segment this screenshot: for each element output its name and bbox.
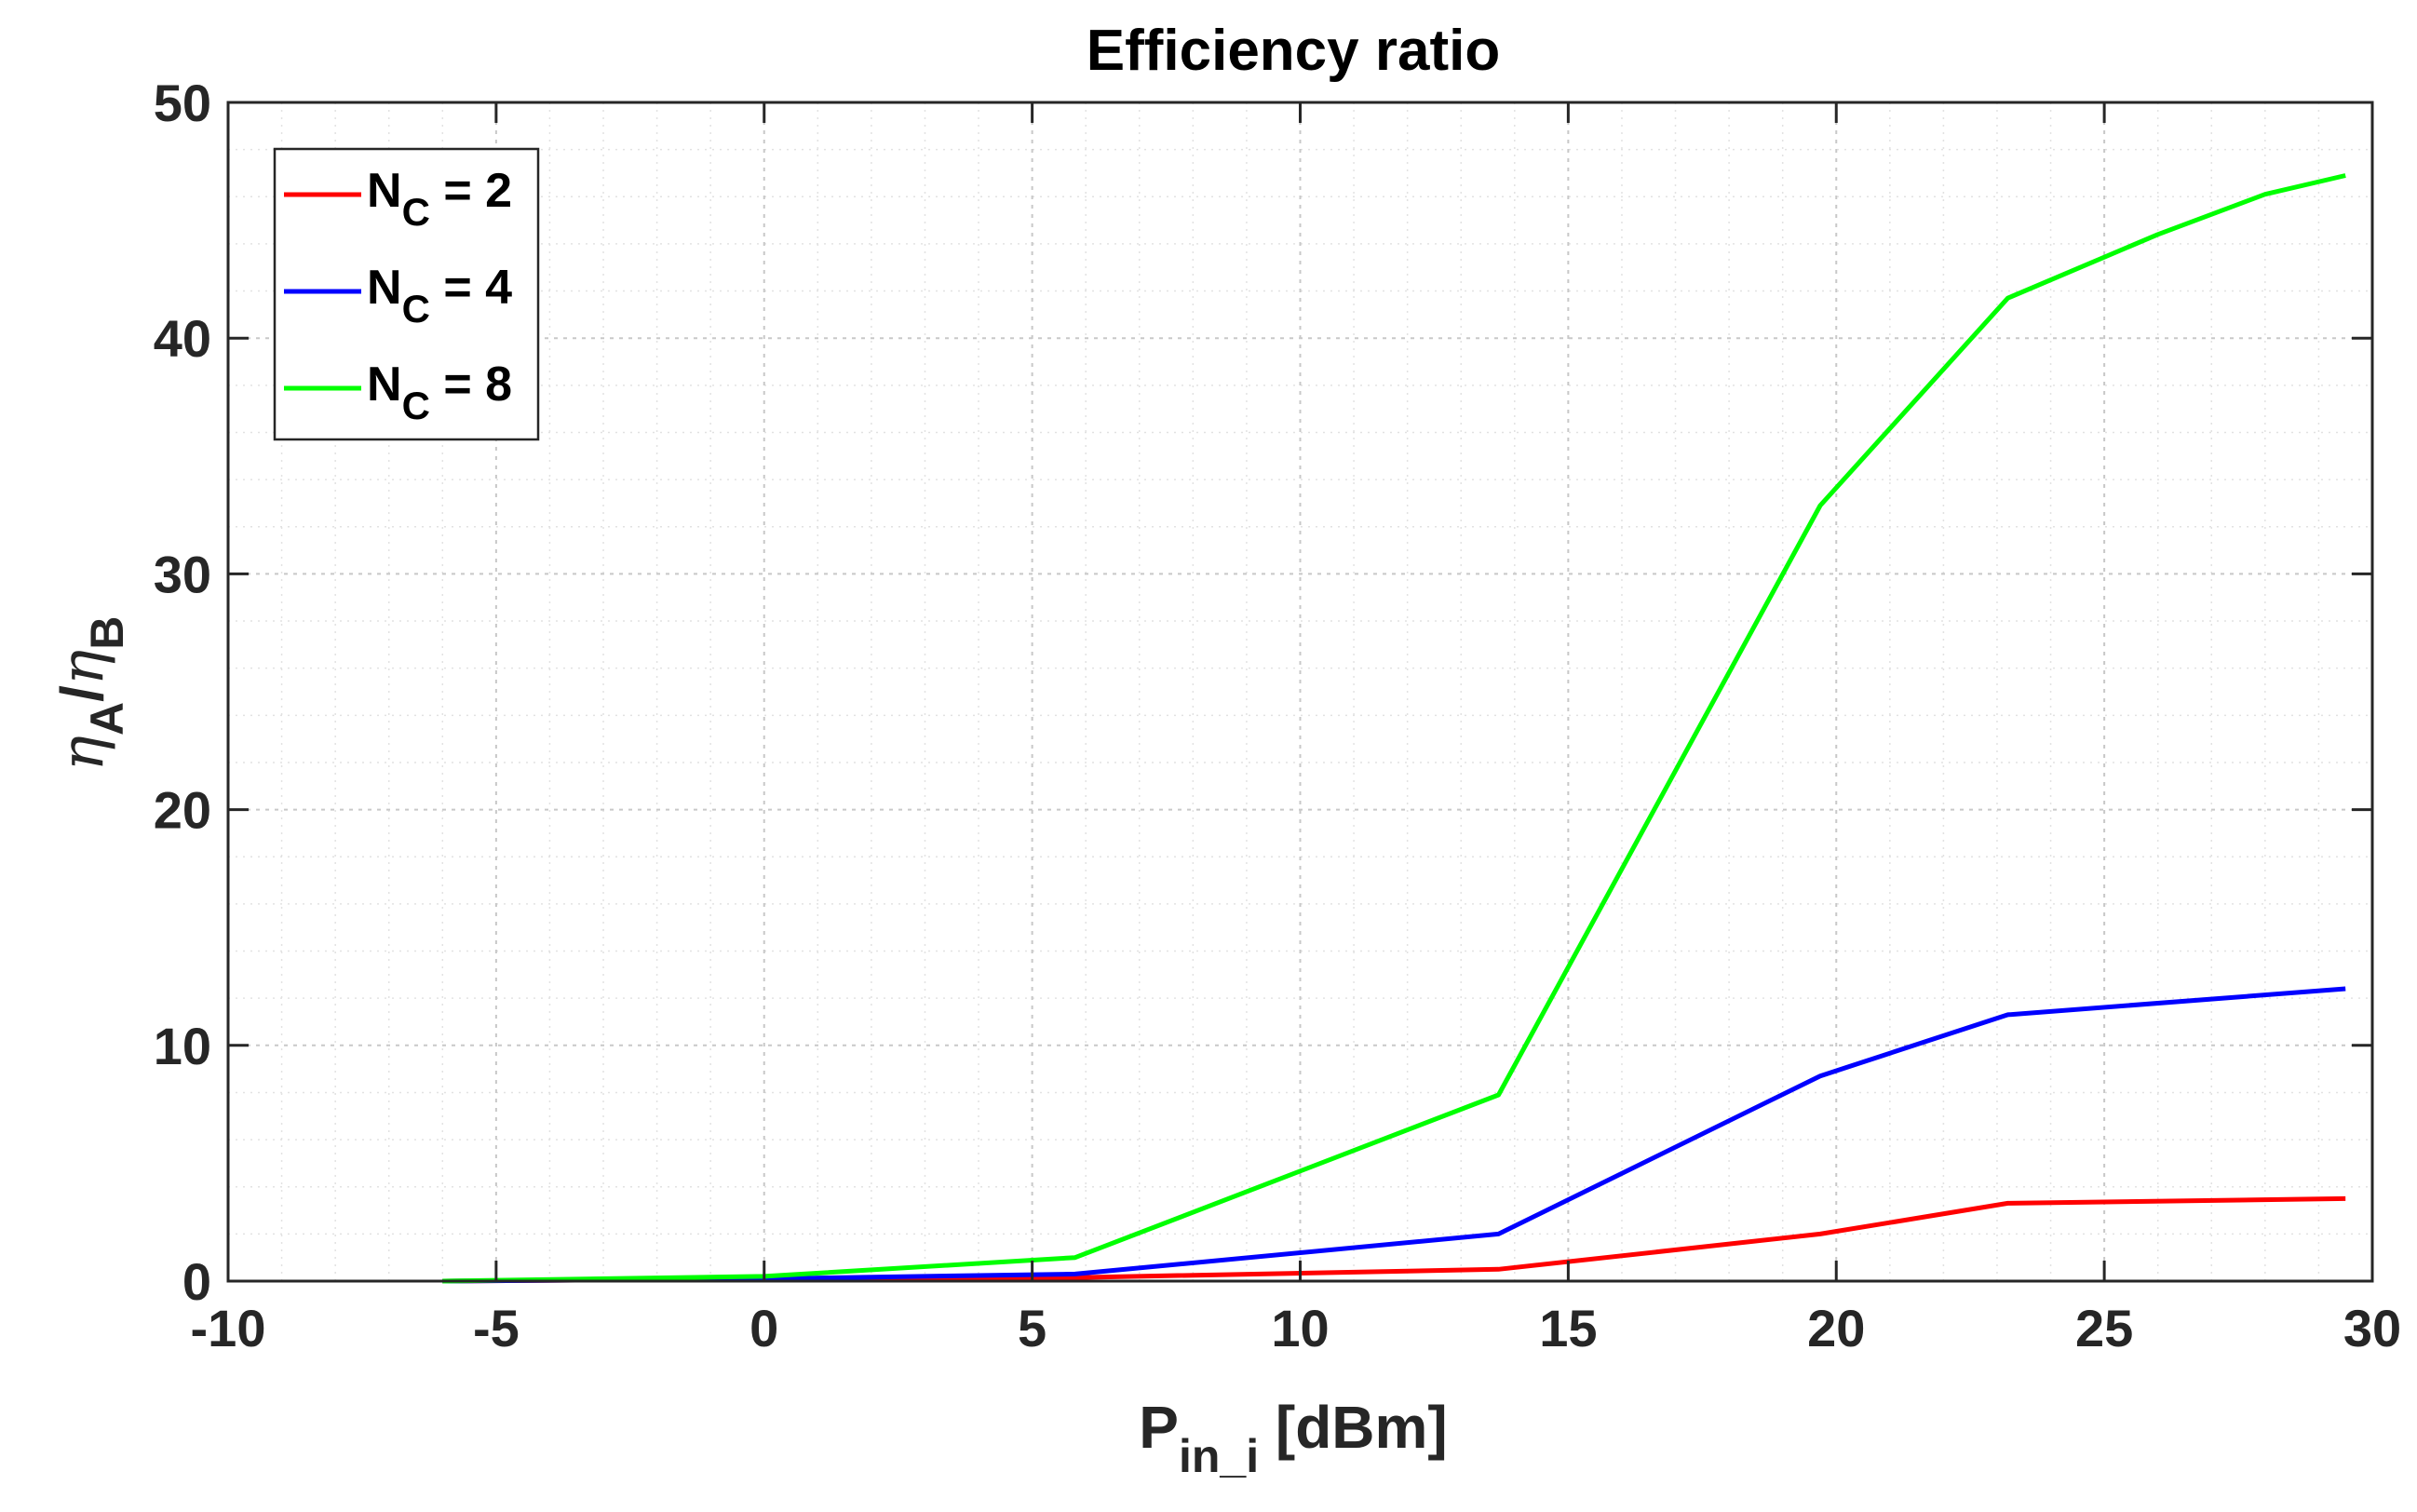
x-tick-labels: -10 -5 0 5 10 15 20 25 30 [191,1299,2402,1357]
y-axis-label-sub-b: B [81,616,133,650]
legend-label-nc-2-main: N [367,164,402,218]
y-tick-label: 0 [182,1252,211,1311]
x-tick-label: 10 [1271,1299,1329,1357]
x-tick-label: -5 [473,1299,520,1357]
legend-label-nc-2-sub: C [402,190,430,234]
y-tick-label: 20 [154,781,211,840]
chart-title: Efficiency ratio [1087,19,1500,83]
y-tick-label: 50 [154,74,211,132]
legend-item-nc-4: NC = 4 [284,261,512,331]
x-tick-label: 30 [2343,1299,2401,1357]
x-axis-label-subscript: in_i [1179,1430,1259,1482]
y-tick-label: 40 [154,309,211,368]
x-tick-label: 20 [1807,1299,1865,1357]
legend-item-nc-2: NC = 2 [284,164,512,234]
legend-item-nc-8: NC = 8 [284,358,512,427]
minor-grid [228,102,2372,1281]
legend-label-nc-8-main: N [367,358,402,412]
y-tick-label: 30 [154,545,211,603]
x-tick-label: -10 [191,1299,266,1357]
y-tick-label: 10 [154,1017,211,1075]
series-line-n-c-8 [442,173,2346,1284]
x-tick-label: 5 [1018,1299,1046,1357]
y-axis-label-slash: / [48,685,115,702]
y-axis-label-sub-a: A [81,702,133,736]
x-axis-label: Pin_i [dBm] [1139,1394,1447,1482]
y-axis-label-eta-b: η [48,650,117,685]
x-tick-label: 0 [749,1299,778,1357]
y-axis-label: ηA/ηB [48,616,133,772]
y-axis-label-eta-a: η [48,736,117,771]
x-axis-label-main: P [1139,1394,1179,1461]
legend-box [273,147,540,441]
axis-ticks [226,101,2374,1283]
legend-label-nc-4-main: N [367,261,402,315]
legend-label-nc-2-rest: = 2 [430,164,512,218]
x-tick-label: 15 [1539,1299,1597,1357]
x-tick-label: 25 [2075,1299,2133,1357]
y-tick-labels: 0 10 20 30 40 50 [154,74,211,1311]
legend-label-nc-8-sub: C [402,384,430,427]
legend-label-nc-4-rest: = 4 [430,261,512,315]
legend-label-nc-8-rest: = 8 [430,358,512,412]
legend-label-nc-2: NC = 2 [367,164,512,234]
x-axis-label-unit: [dBm] [1259,1394,1448,1461]
legend-label-nc-4-sub: C [402,287,430,331]
legend-label-nc-4: NC = 4 [367,261,512,331]
legend: NC = 2 NC = 4 NC = 8 [273,147,540,441]
legend-label-nc-8: NC = 8 [367,358,512,427]
